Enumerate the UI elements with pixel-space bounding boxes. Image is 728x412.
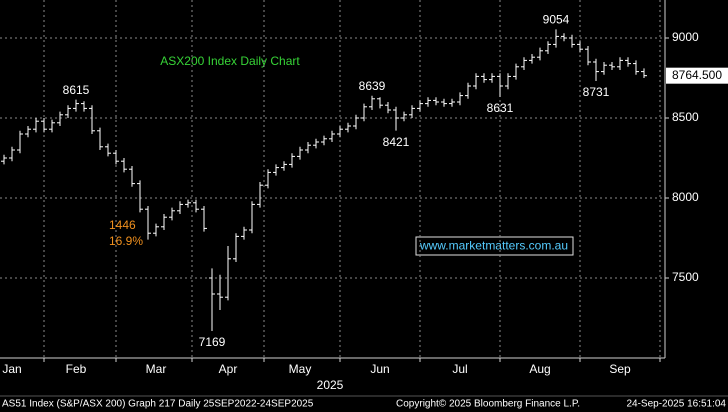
x-tick-label: Jan: [2, 362, 21, 376]
y-tick-label: 8500: [672, 110, 699, 124]
y-tick-label: 7500: [672, 270, 699, 284]
drawdown-label: 16.9%: [109, 234, 143, 248]
footer-timestamp: 24-Sep-2025 16:51:04: [626, 399, 726, 410]
x-tick-label: May: [289, 362, 312, 376]
annotation: 8631: [487, 101, 514, 115]
annotation: 9054: [543, 13, 570, 27]
x-tick-label: Apr: [219, 362, 238, 376]
footer-source: AS51 Index (S&P/ASX 200) Graph 217 Daily…: [2, 399, 314, 410]
x-tick-label: Jun: [370, 362, 389, 376]
annotation: 8639: [359, 79, 386, 93]
x-tick-label: Mar: [146, 362, 167, 376]
x-tick-label: Sep: [609, 362, 631, 376]
last-price-label: 8764.500: [672, 68, 722, 82]
x-axis-label: 2025: [317, 378, 344, 392]
x-tick-label: Aug: [529, 362, 550, 376]
annotation: 7169: [199, 335, 226, 349]
y-tick-label: 8000: [672, 190, 699, 204]
y-tick-label: 9000: [672, 30, 699, 44]
last-price-box: [666, 67, 728, 84]
drawdown-label: 1446: [109, 218, 136, 232]
annotation: 8615: [63, 83, 90, 97]
footer-copyright: Copyright© 2025 Bloomberg Finance L.P.: [396, 399, 580, 410]
x-tick-label: Jul: [452, 362, 467, 376]
annotation: 8731: [583, 85, 610, 99]
annotation: 8421: [383, 135, 410, 149]
x-tick-label: Feb: [66, 362, 87, 376]
website: www.marketmatters.com.au: [419, 239, 568, 253]
chart-title: ASX200 Index Daily Chart: [160, 54, 300, 68]
website-box: [415, 236, 574, 256]
